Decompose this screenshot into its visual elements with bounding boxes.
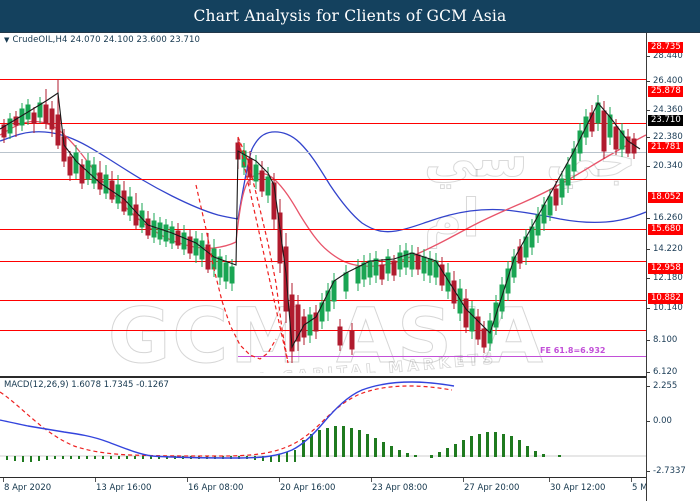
price-axis-tick: 16.260 (647, 213, 683, 223)
time-tick: 5 May 00:00 (631, 478, 646, 493)
symbol-header[interactable]: ▼ CrudeOIL,H4 24.070 24.100 23.600 23.710 (4, 35, 200, 45)
fib-extension-line[interactable] (238, 356, 646, 357)
price-axis-badge: 12.958 (648, 263, 683, 274)
macd-header: MACD(12,26,9) 1.6078 1.7345 -0.1267 (4, 380, 169, 390)
time-tick: 8 Apr 2020 (2, 478, 52, 493)
price-axis-tick: 8.100 (646, 335, 677, 345)
time-tick: 16 Apr 08:00 (186, 478, 244, 493)
price-axis-badge: 18.052 (648, 192, 683, 203)
macd-axis-tick: 2.255 (646, 381, 677, 391)
ma-slow-line (0, 131, 646, 233)
zigzag-line (0, 92, 641, 349)
macd-layer (0, 381, 646, 462)
level-line-21781[interactable] (0, 179, 646, 180)
time-tick: 20 Apr 16:00 (278, 478, 336, 493)
price-axis-tick: 12.180 (647, 273, 683, 283)
price-axis-tick: 24.360 (647, 105, 683, 115)
macd-histogram (6, 426, 561, 462)
time-tick: 30 Apr 12:00 (548, 478, 606, 493)
level-line-12958[interactable] (0, 300, 646, 301)
macd-signal-line (0, 385, 453, 457)
macd-panel[interactable]: MACD(12,26,9) 1.6078 1.7345 -0.1267 (0, 377, 646, 478)
price-axis-tick: 20.340 (647, 161, 683, 171)
level-line-10882[interactable] (0, 330, 646, 331)
level-line-28735[interactable] (0, 79, 646, 80)
time-tick: 27 Apr 20:00 (462, 478, 520, 493)
level-line-15680[interactable] (0, 261, 646, 262)
price-axis-tick: 28.440 (647, 51, 683, 61)
price-axis-badge: 28.735 (648, 42, 683, 53)
price-axis-tick: 26.400 (647, 76, 683, 86)
current-price-badge: 23.710 (648, 115, 683, 126)
current-price-line (0, 152, 646, 153)
price-axis-tick: 10.140 (647, 303, 683, 313)
plot-area[interactable]: GCM ASIA GLOBAL CAPITAL MARKETS جي سي ام… (0, 33, 646, 501)
triangle-down-icon[interactable]: ▼ (4, 36, 10, 44)
time-tick: 23 Apr 08:00 (370, 478, 428, 493)
time-axis: 8 Apr 2020 13 Apr 16:00 16 Apr 08:00 20 … (0, 477, 646, 501)
price-axis-tick: 14.220 (647, 244, 683, 254)
price-axis[interactable]: 28.735 28.440 26.400 25.878 24.360 23.71… (646, 33, 700, 501)
chart-frame: GCM ASIA GLOBAL CAPITAL MARKETS جي سي ام… (0, 32, 700, 501)
price-axis-badge: 25.878 (648, 86, 683, 97)
fib-extension-label: FE 61.8=6.932 (540, 346, 606, 355)
macd-axis-tick: 0.00 (647, 416, 672, 426)
panel-divider (0, 376, 646, 377)
macd-line (0, 381, 455, 459)
candlestick-layer[interactable] (0, 33, 646, 373)
page-title: Chart Analysis for Clients of GCM Asia (193, 7, 507, 25)
price-axis-tick: 22.380 (647, 132, 683, 142)
projection-line (237, 136, 289, 364)
level-line-25878[interactable] (0, 123, 646, 124)
price-axis-tick: 6.120 (646, 367, 677, 377)
price-axis-badge: 21.781 (648, 142, 683, 153)
macd-axis-tick: -2.7337 (647, 466, 686, 476)
projection-line-left (195, 184, 277, 360)
candle-series (1, 79, 637, 363)
price-axis-badge: 15.680 (648, 224, 683, 235)
price-panel[interactable]: GCM ASIA GLOBAL CAPITAL MARKETS جي سي ام… (0, 33, 646, 373)
symbol-header-text: CrudeOIL,H4 24.070 24.100 23.600 23.710 (12, 35, 201, 45)
price-axis-badge: 10.882 (648, 293, 683, 304)
title-bar: Chart Analysis for Clients of GCM Asia (0, 0, 700, 32)
time-tick: 13 Apr 16:00 (94, 478, 152, 493)
level-line-18052[interactable] (0, 229, 646, 230)
